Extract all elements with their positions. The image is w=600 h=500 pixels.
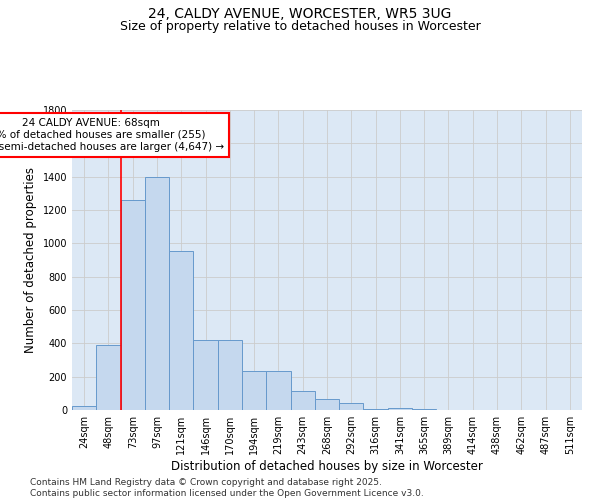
Bar [388,408,412,410]
Bar [266,371,290,410]
Bar [169,251,193,410]
Text: Contains HM Land Registry data © Crown copyright and database right 2025.
Contai: Contains HM Land Registry data © Crown c… [30,478,424,498]
Text: 24, CALDY AVENUE, WORCESTER, WR5 3UG: 24, CALDY AVENUE, WORCESTER, WR5 3UG [148,8,452,22]
Bar [315,399,339,410]
Bar [193,340,218,410]
Bar [412,409,436,410]
Bar [121,200,145,410]
Text: 24 CALDY AVENUE: 68sqm
← 5% of detached houses are smaller (255)
94% of semi-det: 24 CALDY AVENUE: 68sqm ← 5% of detached … [0,118,224,152]
Y-axis label: Number of detached properties: Number of detached properties [24,167,37,353]
Bar [145,176,169,410]
Bar [339,402,364,410]
Text: Size of property relative to detached houses in Worcester: Size of property relative to detached ho… [119,20,481,33]
Bar [364,409,388,410]
X-axis label: Distribution of detached houses by size in Worcester: Distribution of detached houses by size … [171,460,483,473]
Bar [290,391,315,410]
Bar [218,340,242,410]
Bar [242,371,266,410]
Bar [72,406,96,410]
Bar [96,345,121,410]
